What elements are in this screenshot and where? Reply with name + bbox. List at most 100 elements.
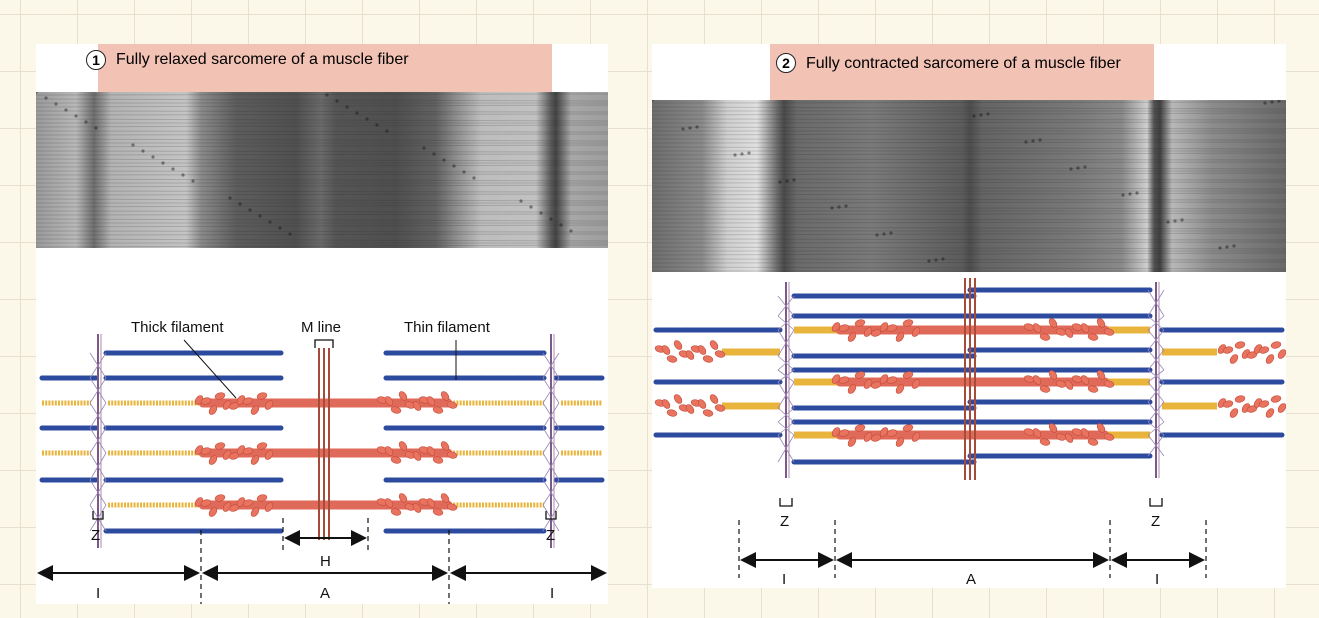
myosin-head (250, 507, 260, 517)
myosin-head (1222, 346, 1234, 354)
myofibril-striation (652, 198, 1286, 201)
myofibril-striation (36, 213, 608, 216)
micrograph-speck (191, 179, 195, 183)
myosin-head (1234, 341, 1246, 349)
myosin-head (847, 437, 857, 447)
myofibril-striation (652, 252, 1286, 256)
micrograph-speck (278, 226, 282, 230)
myosin-head (432, 508, 444, 516)
z-disc-crosslink (542, 402, 560, 429)
myofibril-striation (36, 204, 608, 208)
myosin-head (440, 493, 450, 503)
myosin-head (911, 432, 921, 442)
myosin-head (1039, 438, 1051, 446)
micrograph-speck (1038, 138, 1042, 142)
thick-filament-leader (183, 339, 237, 399)
micrograph-speck (695, 125, 699, 129)
micrograph-speck (94, 126, 98, 130)
micrograph-speck (44, 96, 48, 100)
myofibril-striation (36, 178, 608, 182)
myofibril-striation (652, 138, 1286, 141)
titin-filament (794, 326, 838, 334)
micrograph-speck (248, 208, 252, 212)
myosin-head (714, 350, 726, 358)
myofibril-striation (36, 170, 608, 173)
myosin-head (1222, 400, 1234, 408)
z-label-right: Z (1151, 513, 1160, 530)
myosin-head (854, 371, 866, 379)
myosin-head (264, 400, 274, 410)
myosin-head (870, 434, 882, 442)
z-label-left: Z (91, 527, 100, 544)
micrograph-speck (844, 204, 848, 208)
z-disc-crosslink (89, 479, 107, 506)
micrograph-speck (335, 99, 339, 103)
myofibril-striation (652, 158, 1286, 161)
micrograph-speck (747, 151, 751, 155)
z-disc-crosslink (542, 452, 560, 481)
micrograph-speck (238, 202, 242, 206)
z-disc-crosslink (777, 329, 795, 357)
myofibril-striation (36, 238, 608, 242)
micrograph-speck (74, 114, 78, 118)
z-disc-crosslink (1147, 289, 1165, 317)
titin-filament (794, 378, 838, 386)
myosin-head (1270, 395, 1282, 403)
z-disc-crosslink (542, 427, 560, 454)
z-disc-crosslink (89, 452, 107, 481)
micrograph-speck (882, 232, 886, 236)
micrograph-speck (84, 120, 88, 124)
myosin-head (1270, 341, 1282, 349)
myosin-head (838, 429, 850, 437)
micrograph-texture (36, 92, 608, 248)
micrograph-speck (927, 259, 931, 263)
myosin-head (895, 437, 905, 447)
i-band-label-left: I (782, 571, 786, 588)
myofibril-striation (652, 238, 1286, 241)
myosin-head (847, 332, 857, 342)
myofibril-striation (36, 224, 608, 228)
myosin-head (1265, 408, 1275, 418)
myosin-head (426, 446, 436, 456)
micrograph-speck (36, 92, 38, 94)
myosin-head (685, 350, 695, 360)
myosin-head (1048, 370, 1058, 380)
myofibril-striation (36, 230, 608, 233)
myosin-head (384, 446, 394, 456)
myofibril-striation (36, 198, 608, 202)
myosin-head (1087, 385, 1099, 393)
micrograph-speck (345, 105, 349, 109)
myosin-head (1080, 323, 1090, 333)
titin-filament (1107, 431, 1150, 439)
myosin-head (1258, 400, 1270, 408)
myosin-head (902, 371, 914, 379)
micrograph-speck (837, 205, 841, 209)
myofibril-striation (36, 113, 608, 116)
z-disc-crosslink (1147, 381, 1165, 403)
myosin-head (831, 427, 841, 437)
micrograph-speck (228, 196, 232, 200)
z-disc-crosslink (1147, 421, 1165, 436)
myofibril-striation (652, 192, 1286, 196)
micrograph-speck (258, 214, 262, 218)
micrograph-speck (64, 108, 68, 112)
myosin-head (661, 399, 671, 409)
micrograph-speck (432, 152, 436, 156)
z-disc-crosslink (1147, 349, 1165, 371)
micrograph-speck (355, 111, 359, 115)
myosin-head (208, 455, 218, 465)
titin-filament (1107, 326, 1150, 334)
myosin-head (200, 397, 212, 405)
z-disc-crosslink (1147, 369, 1165, 383)
myosin-head (256, 442, 268, 450)
myosin-head (879, 427, 889, 437)
myosin-head (714, 404, 726, 412)
panel-title-bar (98, 44, 552, 92)
myosin-head (1265, 354, 1275, 364)
myosin-head (1258, 346, 1270, 354)
myosin-head (709, 340, 719, 350)
myosin-head (838, 324, 850, 332)
m-line-bracket (314, 339, 334, 348)
z-disc-crosslink (542, 504, 560, 532)
myosin-head (214, 442, 226, 450)
